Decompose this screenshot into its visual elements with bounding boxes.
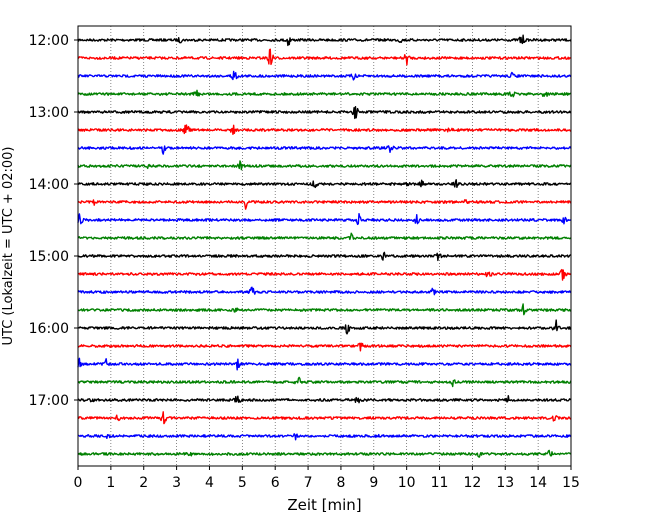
trace-1415: [77, 199, 572, 210]
trace-1200: [77, 34, 572, 47]
trace-1500: [77, 251, 572, 262]
trace-1330: [77, 145, 572, 155]
plot-frame: [77, 25, 572, 467]
trace-1215: [77, 48, 572, 66]
x-tick-label: 0: [74, 475, 83, 491]
trace-1615: [77, 342, 572, 352]
trace-1345: [77, 160, 572, 171]
x-tick-label: 8: [336, 475, 345, 491]
y-tick-label: 14:00: [29, 177, 69, 193]
trace-1645: [77, 376, 572, 388]
trace-1630: [77, 357, 572, 371]
trace-1715: [77, 411, 572, 425]
y-axis: 12:00 13:00 14:00 15:00 16:00 17:00: [29, 33, 78, 409]
x-tick-label: 10: [398, 475, 416, 491]
x-tick-label: 11: [431, 475, 449, 491]
trace-1230: [77, 70, 572, 81]
x-tick-label: 6: [271, 475, 280, 491]
y-tick-label: 16:00: [29, 321, 69, 337]
trace-1700: [77, 395, 572, 404]
trace-1545: [77, 303, 572, 316]
grid-lines: [110, 26, 539, 466]
x-tick-label: 9: [369, 475, 378, 491]
x-axis: 0 1 2 3 4 5 6 7 8 9 10 11 12 13 14 15: [74, 466, 580, 491]
trace-1745: [77, 449, 572, 458]
x-tick-label: 13: [496, 475, 514, 491]
x-tick-label: 2: [139, 475, 148, 491]
trace-1530: [77, 286, 572, 296]
x-tick-label: 4: [205, 475, 214, 491]
y-axis-label: UTC (Lokalzeit = UTC + 02:00): [1, 147, 16, 346]
x-tick-label: 15: [562, 475, 580, 491]
trace-1400: [77, 179, 572, 189]
y-tick-label: 17:00: [29, 393, 69, 409]
trace-1300: [77, 105, 572, 120]
x-tick-label: 14: [529, 475, 547, 491]
trace-1515: [77, 268, 572, 281]
y-tick-label: 13:00: [29, 105, 69, 121]
x-tick-label: 3: [172, 475, 181, 491]
trace-1245: [77, 89, 572, 98]
x-tick-label: 1: [106, 475, 115, 491]
trace-1730: [77, 433, 572, 441]
trace-1315: [77, 124, 572, 135]
x-tick-label: 12: [463, 475, 481, 491]
trace-1600: [77, 319, 572, 335]
trace-1430: [77, 212, 572, 226]
y-tick-label: 15:00: [29, 249, 69, 265]
seismogram-traces: [77, 34, 572, 458]
trace-1445: [77, 232, 572, 241]
y-tick-label: 12:00: [29, 33, 69, 49]
x-tick-label: 5: [238, 475, 247, 491]
x-tick-label: 7: [304, 475, 313, 491]
x-axis-label: Zeit [min]: [287, 496, 361, 514]
